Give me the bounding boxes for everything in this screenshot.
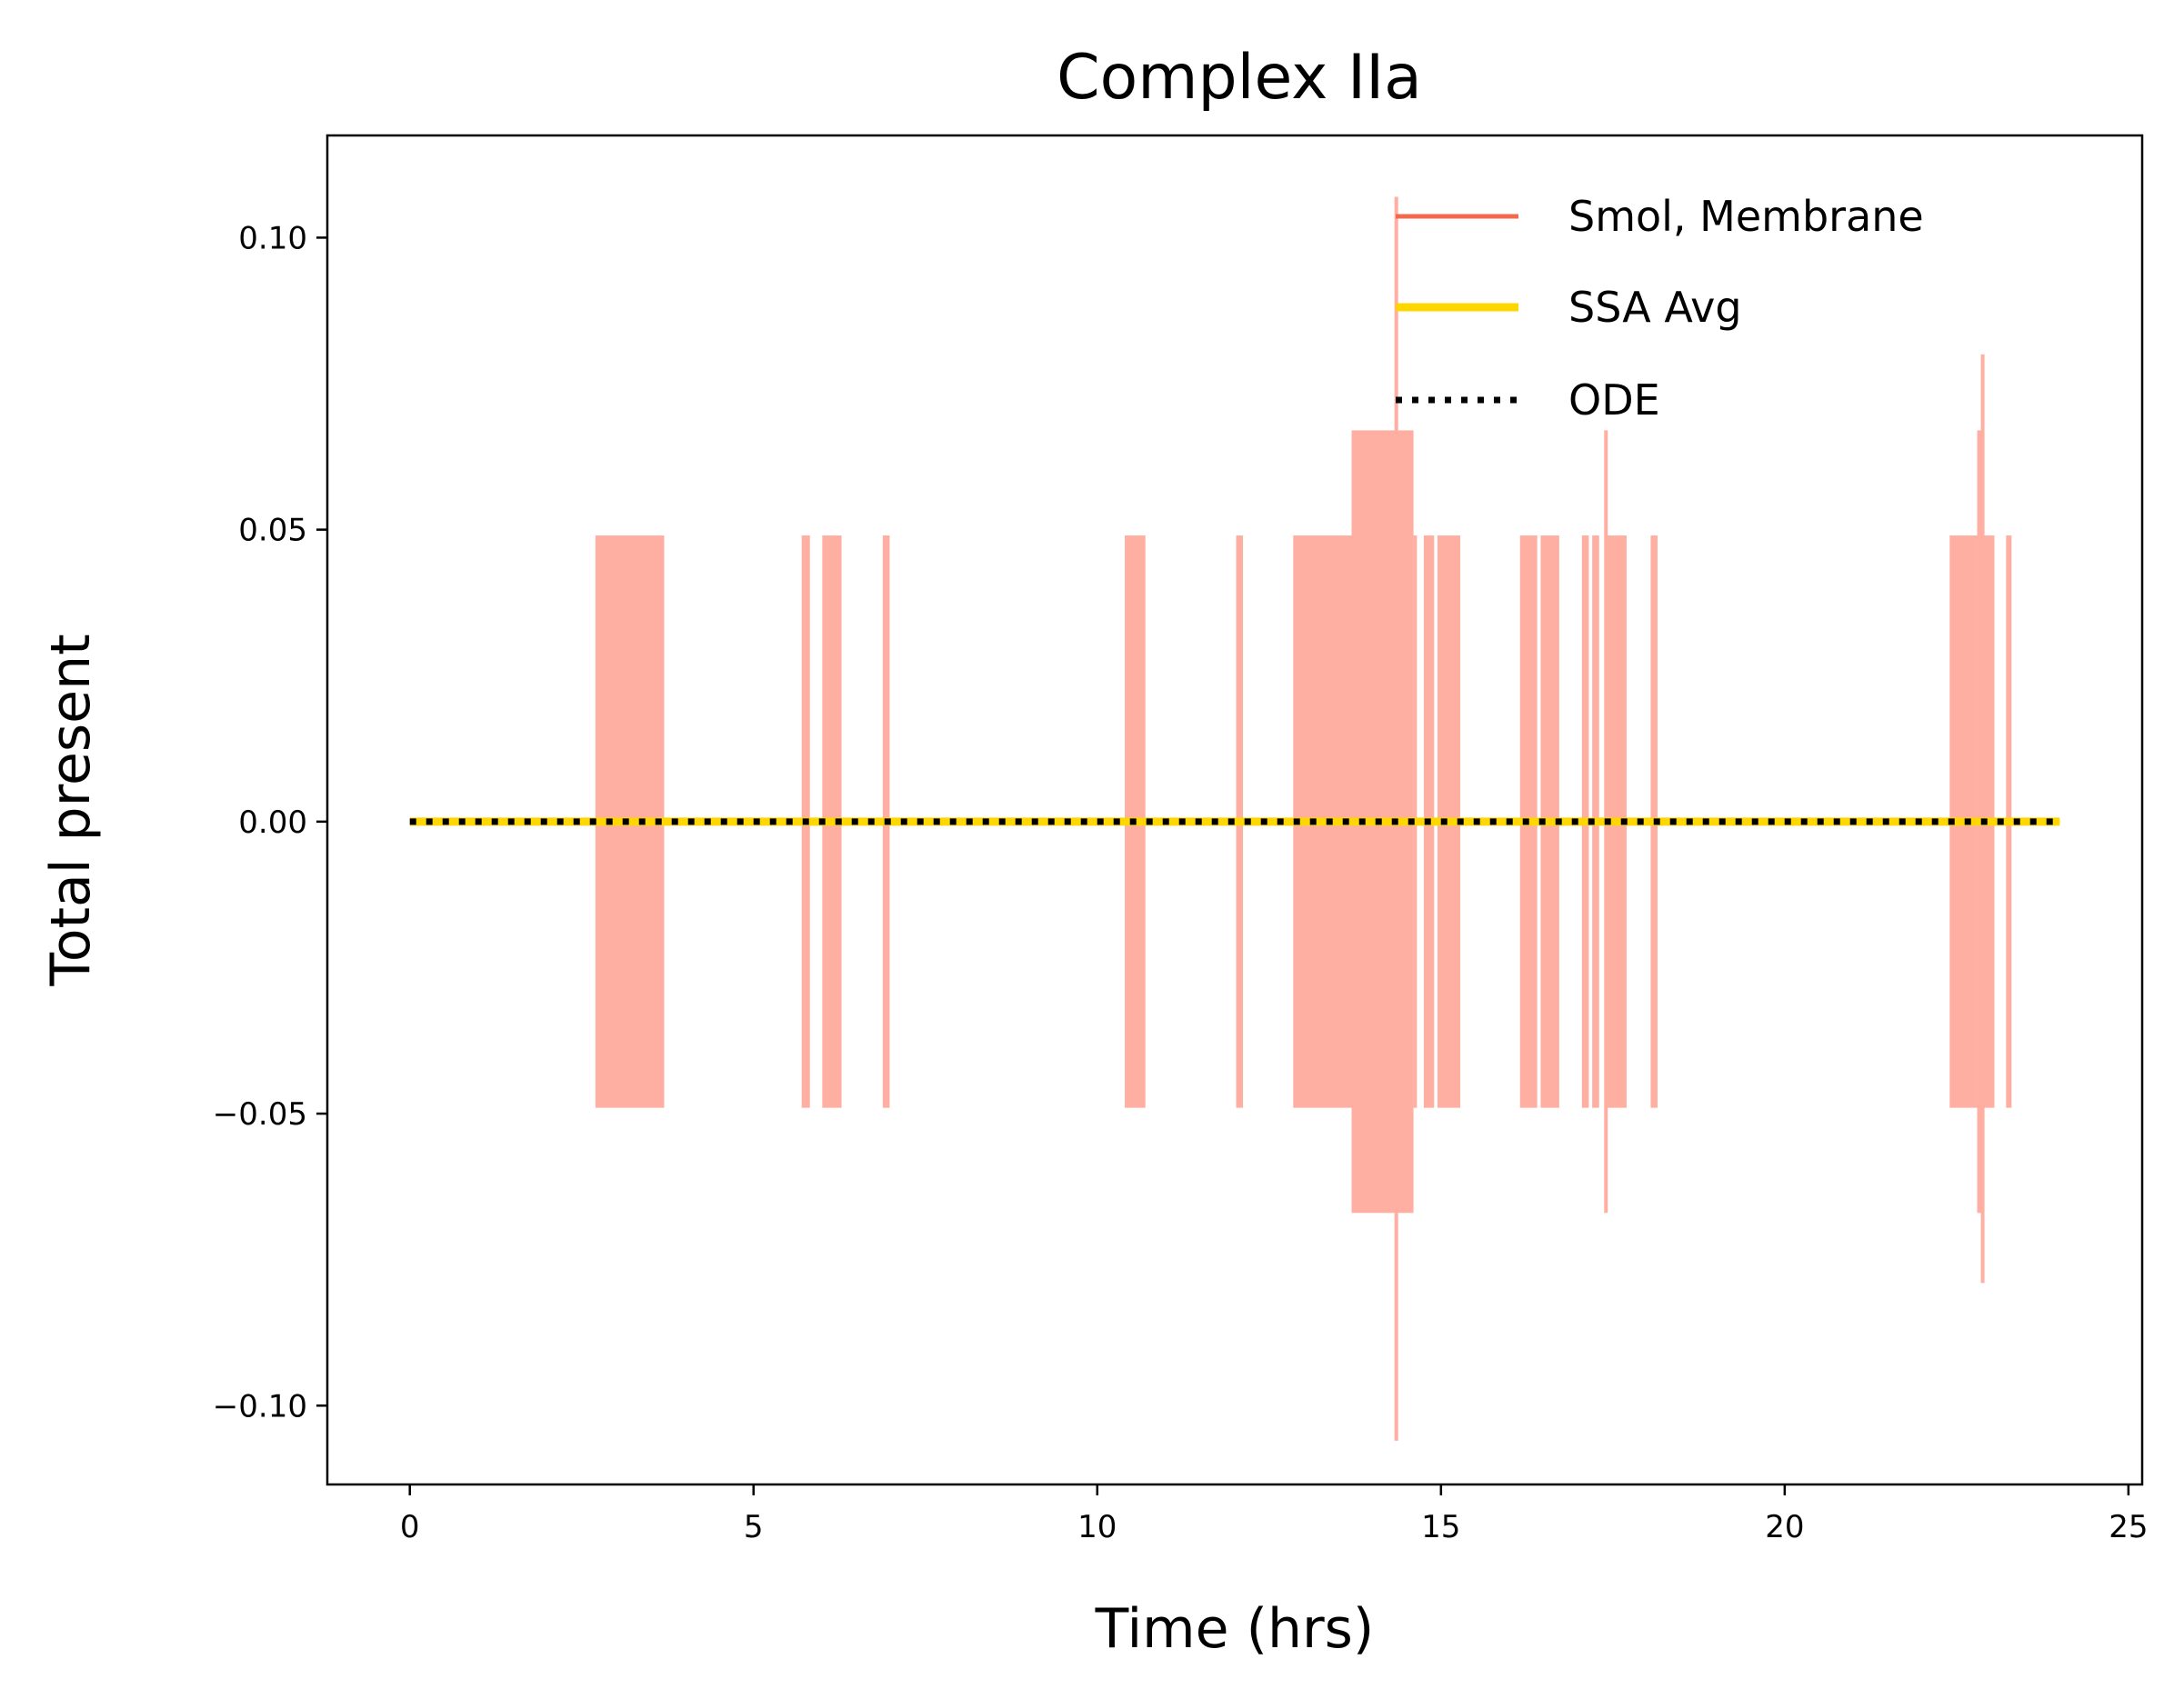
- y-axis-label: Total present: [39, 634, 103, 986]
- x-axis-label: Time (hrs): [1095, 1597, 1375, 1661]
- y-tick-label: 0.00: [238, 805, 307, 841]
- axes-frame: [326, 134, 2144, 1486]
- y-tick-label: 0.10: [238, 220, 307, 256]
- y-tick-label: 0.05: [238, 513, 307, 549]
- x-tick-label: 15: [1421, 1509, 1460, 1545]
- x-tick-label: 0: [400, 1509, 420, 1545]
- y-tick-label: −0.10: [213, 1388, 307, 1424]
- plot-area: [409, 196, 2060, 1441]
- x-axis: 0 5 10 15 20 25: [400, 1484, 2149, 1545]
- x-tick-label: 25: [2109, 1509, 2148, 1545]
- legend: Smol, Membrane SSA Avg ODE: [1396, 192, 1924, 425]
- x-tick-label: 5: [744, 1509, 764, 1545]
- legend-label: ODE: [1568, 375, 1660, 425]
- y-tick-label: −0.05: [213, 1096, 307, 1133]
- x-tick-label: 10: [1077, 1509, 1117, 1545]
- x-tick-label: 20: [1765, 1509, 1804, 1545]
- legend-label: SSA Avg: [1568, 283, 1742, 332]
- legend-label: Smol, Membrane: [1568, 192, 1924, 241]
- chart-title: Complex IIa: [1057, 42, 1422, 114]
- y-axis: −0.10 −0.05 0.00 0.05 0.10: [213, 220, 327, 1424]
